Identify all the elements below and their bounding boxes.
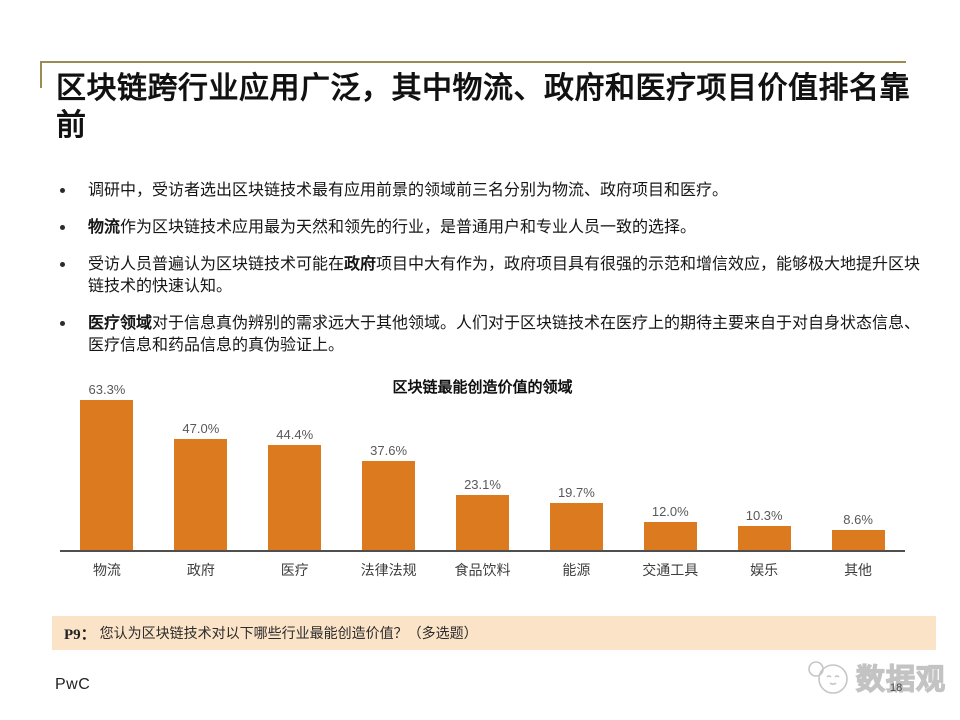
page-number: 18 xyxy=(890,682,903,694)
bar xyxy=(831,530,885,550)
title-left-tick xyxy=(40,61,42,88)
bar-column: 23.1% xyxy=(436,382,530,550)
bullet-text: 作为区块链技术应用最为天然和领先的行业，是普通用户和专业人员一致的选择。 xyxy=(120,219,697,236)
bullet-text-bold: 物流 xyxy=(88,219,121,236)
bullet-text-bold: 政府 xyxy=(344,256,377,273)
bar xyxy=(362,461,416,550)
bullet-marker-icon xyxy=(60,262,65,267)
bullet-text: 受访人员普遍认为区块链技术可能在 xyxy=(88,256,345,273)
category-label: 政府 xyxy=(186,562,215,578)
category-label: 法律法规 xyxy=(360,562,417,578)
category-label: 娱乐 xyxy=(750,562,779,578)
chart-title: 区块链最能创造价值的领域 xyxy=(392,379,573,396)
bar xyxy=(268,445,322,550)
bullet-list: 调研中，受访者选出区块链技术最有应用前景的领域前三名分别为物流、政府项目和医疗。… xyxy=(56,180,928,372)
bullet-text: 调研中，受访者选出区块链技术最有应用前景的领域前三名分别为物流、政府项目和医疗。 xyxy=(88,182,729,199)
category-axis-labels: 物流 政府 医疗 法律法规 食品饮料 能源 交通工具 娱乐 其他 xyxy=(60,560,905,580)
cloud-mascot-icon xyxy=(808,661,848,694)
bullet-item: 调研中，受访者选出区块链技术最有应用前景的领域前三名分别为物流、政府项目和医疗。 xyxy=(56,180,928,202)
category-label: 交通工具 xyxy=(642,562,699,578)
title-top-rule xyxy=(40,61,906,63)
bullet-marker-icon xyxy=(60,225,65,230)
bar-value-label: 8.6% xyxy=(843,512,873,527)
bar xyxy=(549,503,603,550)
bar-value-label: 63.3% xyxy=(88,382,126,397)
bar xyxy=(80,400,134,550)
bar-chart: 63.3% 47.0% 44.4% 37.6% 23.1% 19.7% 12.0… xyxy=(60,382,905,552)
bullet-text-bold: 医疗领域 xyxy=(88,315,153,332)
bar-value-label: 12.0% xyxy=(651,504,689,519)
slide-title: 区块链跨行业应用广泛，其中物流、政府和医疗项目价值排名靠前 xyxy=(56,72,910,142)
bar-column: 19.7% xyxy=(529,382,623,550)
bar-column: 12.0% xyxy=(623,382,717,550)
bar xyxy=(737,526,791,550)
bullet-text: 项目中大有作为，政府项目具有很强的示范和增信效应，能够极大地提升区块链技术的快速… xyxy=(88,256,921,295)
category-label: 其他 xyxy=(844,562,873,578)
bar-column: 44.4% xyxy=(248,382,342,550)
survey-question-box: P9： 您认为区块链技术对以下哪些行业最能创造价值？（多选题） xyxy=(52,616,936,650)
watermark: 数据观 xyxy=(806,656,946,698)
pwc-logo: PwC xyxy=(55,676,91,693)
bullet-marker-icon xyxy=(60,188,65,193)
bar xyxy=(456,495,509,550)
bullet-text: 对于信息真伪辨别的需求远大于其他领域。人们对于区块链技术在医疗上的期待主要来自于… xyxy=(88,315,921,354)
bar xyxy=(643,522,697,550)
bullet-marker-icon xyxy=(60,321,65,326)
bar-column: 8.6% xyxy=(811,382,905,550)
bullet-item: 物流作为区块链技术应用最为天然和领先的行业，是普通用户和专业人员一致的选择。 xyxy=(56,217,928,239)
bar-value-label: 47.0% xyxy=(182,421,220,436)
bar-column: 47.0% xyxy=(154,382,248,550)
category-label: 能源 xyxy=(562,562,591,578)
bar-value-label: 10.3% xyxy=(745,508,783,523)
category-label: 医疗 xyxy=(280,562,309,578)
question-text: 您认为区块链技术对以下哪些行业最能创造价值？（多选题） xyxy=(99,625,478,641)
bullet-item: 受访人员普遍认为区块链技术可能在政府项目中大有作为，政府项目具有很强的示范和增信… xyxy=(56,254,928,298)
bar-value-label: 19.7% xyxy=(557,485,595,500)
bar-column: 10.3% xyxy=(717,382,811,550)
category-label: 食品饮料 xyxy=(454,562,511,578)
bar-column: 63.3% xyxy=(60,382,154,550)
category-label: 物流 xyxy=(92,562,121,578)
bullet-item: 医疗领域对于信息真伪辨别的需求远大于其他领域。人们对于区块链技术在医疗上的期待主… xyxy=(56,313,928,357)
bar-value-label: 37.6% xyxy=(370,443,408,458)
bar xyxy=(174,439,228,550)
bar-value-label: 44.4% xyxy=(276,427,314,442)
bar-column: 37.6% xyxy=(342,382,436,550)
bar-value-label: 23.1% xyxy=(464,477,501,492)
question-number: P9： xyxy=(64,626,96,643)
watermark-text: 数据观 xyxy=(855,663,947,696)
